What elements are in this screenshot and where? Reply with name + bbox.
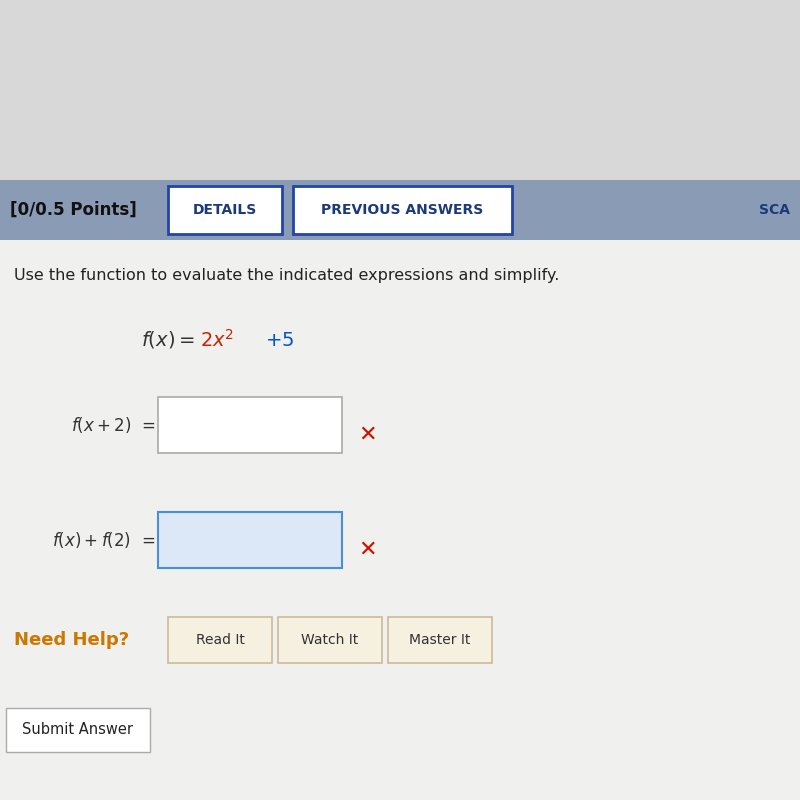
- Text: Use the function to evaluate the indicated expressions and simplify.: Use the function to evaluate the indicat…: [14, 268, 559, 283]
- Text: ✕: ✕: [358, 540, 377, 560]
- Text: Submit Answer: Submit Answer: [22, 722, 134, 738]
- FancyBboxPatch shape: [158, 397, 342, 453]
- Text: [0/0.5 Points]: [0/0.5 Points]: [10, 201, 137, 219]
- FancyBboxPatch shape: [278, 617, 382, 663]
- Text: $f(x + 2)$  =: $f(x + 2)$ =: [70, 415, 155, 435]
- Text: DETAILS: DETAILS: [193, 203, 257, 217]
- Text: Watch It: Watch It: [302, 633, 358, 647]
- Text: Master It: Master It: [410, 633, 470, 647]
- FancyBboxPatch shape: [293, 186, 512, 234]
- Text: $f(x) + f(2)$  =: $f(x) + f(2)$ =: [52, 530, 155, 550]
- FancyBboxPatch shape: [158, 512, 342, 568]
- FancyBboxPatch shape: [6, 708, 150, 752]
- Text: ✕: ✕: [358, 425, 377, 445]
- Text: Need Help?: Need Help?: [14, 631, 129, 649]
- Text: Read It: Read It: [195, 633, 245, 647]
- FancyBboxPatch shape: [168, 617, 272, 663]
- Text: PREVIOUS ANSWERS: PREVIOUS ANSWERS: [322, 203, 484, 217]
- Text: $f(x) = $: $f(x) = $: [142, 330, 195, 350]
- Text: SCA: SCA: [759, 203, 790, 217]
- Text: $2x^2$: $2x^2$: [200, 329, 234, 351]
- FancyBboxPatch shape: [0, 240, 800, 800]
- FancyBboxPatch shape: [168, 186, 282, 234]
- FancyBboxPatch shape: [0, 180, 800, 240]
- FancyBboxPatch shape: [388, 617, 492, 663]
- Text: $+ 5$: $+ 5$: [265, 330, 294, 350]
